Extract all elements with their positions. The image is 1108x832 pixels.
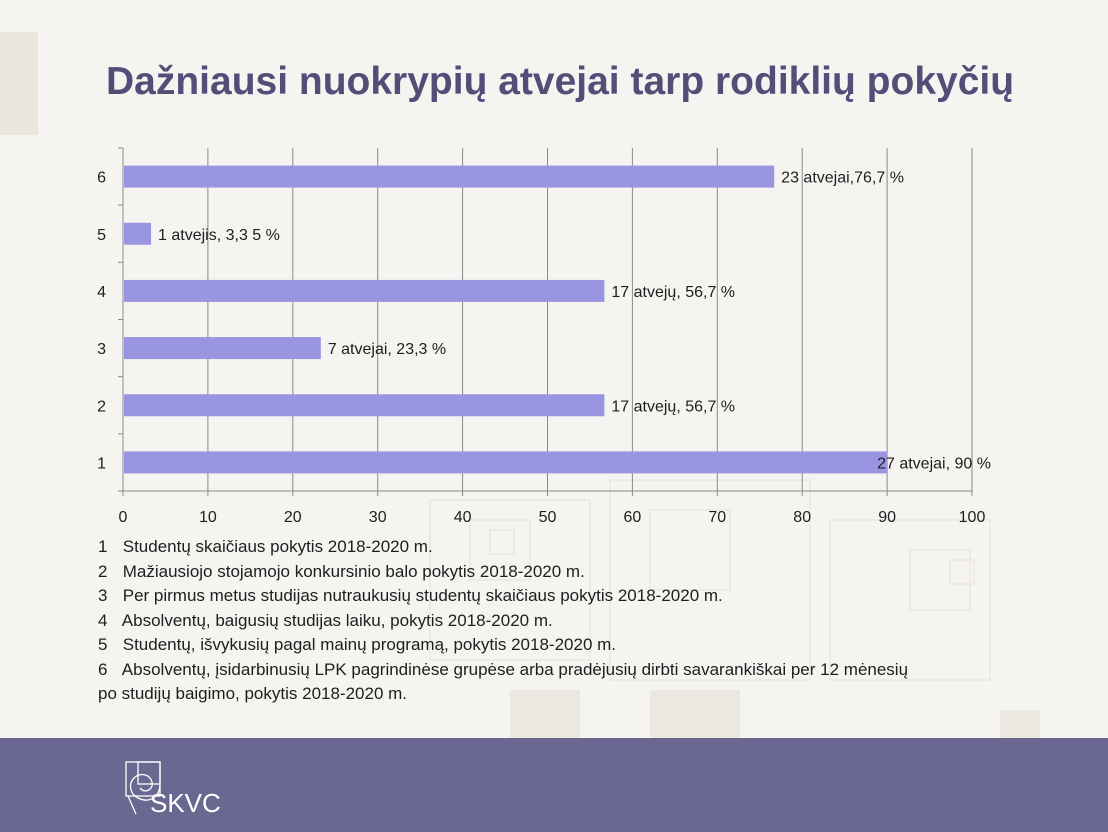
legend-item-2: 2 Mažiausiojo stojamojo konkursinio balo…	[98, 561, 585, 581]
y-tick-label: 5	[97, 227, 106, 244]
y-tick-label: 4	[97, 284, 106, 301]
legend-item-5: 5 Studentų, išvykusių pagal mainų progra…	[98, 635, 617, 654]
bar-2	[124, 394, 605, 417]
x-tick-label: 20	[284, 509, 302, 526]
logo-text: SKVC	[150, 788, 221, 818]
y-tick-label: 1	[97, 455, 106, 472]
x-tick-label: 40	[454, 509, 472, 526]
x-tick-label: 0	[119, 509, 128, 526]
y-tick-label: 6	[97, 170, 106, 187]
data-label: 1 atvejis, 3,3 5 %	[158, 227, 280, 244]
bar-1	[124, 451, 888, 474]
data-label: 7 atvejai, 23,3 %	[328, 341, 446, 358]
legend-item-6: 6 Absolventų, įsidarbinusių LPK pagrindi…	[98, 659, 909, 679]
chart-legend: 1 Studentų skaičiaus pokytis 2018-2020 m…	[98, 535, 1058, 707]
skvc-logo-icon	[125, 761, 161, 815]
slide-title: Dažniausi nuokrypių atvejai tarp rodikli…	[106, 60, 1015, 103]
background-square-pattern	[429, 479, 1040, 738]
y-tick-label: 2	[97, 398, 106, 415]
bar-chart: 0 10 20 30 40 50 60 70 80 90 100 1 27 atvejai, 90 % 2…	[97, 147, 991, 526]
legend-item-3: 3 Per pirmus metus studijas nutraukusių …	[98, 586, 723, 605]
legend-item-1: 1 Studentų skaičiaus pokytis 2018-2020 m…	[98, 537, 433, 556]
data-label: 17 atvejų, 56,7 %	[611, 284, 735, 301]
bar-6	[124, 165, 775, 188]
x-tick-label: 90	[878, 509, 896, 526]
data-label: 27 atvejai, 90 %	[877, 455, 991, 472]
x-tick-label: 80	[793, 509, 811, 526]
bar-5	[124, 222, 152, 245]
x-tick-label: 50	[539, 509, 557, 526]
legend-item-6-continuation: po studijų baigimo, pokytis 2018-2020 m.	[98, 684, 408, 703]
footer-band	[0, 738, 1108, 832]
x-tick-label: 60	[624, 509, 642, 526]
x-tick-label: 70	[708, 509, 726, 526]
y-tick-label: 3	[97, 341, 106, 358]
data-label: 23 atvejai,76,7 %	[781, 170, 904, 187]
corner-accent-block	[0, 32, 38, 135]
x-tick-label: 30	[369, 509, 387, 526]
legend-item-4: 4 Absolventų, baigusių studijas laiku, p…	[98, 610, 553, 630]
data-label: 17 atvejų, 56,7 %	[611, 398, 735, 415]
bar-4	[124, 279, 605, 302]
x-tick-label: 10	[199, 509, 217, 526]
x-tick-label: 100	[959, 509, 986, 526]
bar-3	[124, 337, 321, 360]
